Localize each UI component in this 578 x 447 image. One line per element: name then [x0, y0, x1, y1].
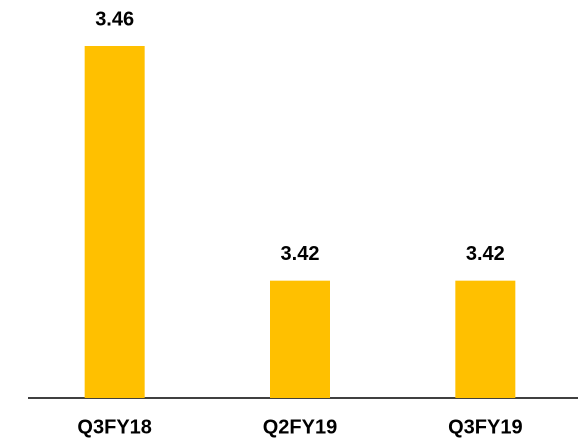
bar [84, 46, 145, 398]
value-label: 3.46 [95, 8, 134, 30]
x-tick-label: Q2FY19 [263, 416, 337, 438]
x-tick-label: Q3FY18 [77, 416, 151, 438]
bar [455, 280, 516, 398]
value-label: 3.42 [466, 243, 505, 265]
value-label: 3.42 [281, 243, 320, 265]
bar [270, 280, 330, 398]
x-tick-label: Q3FY19 [448, 416, 522, 438]
